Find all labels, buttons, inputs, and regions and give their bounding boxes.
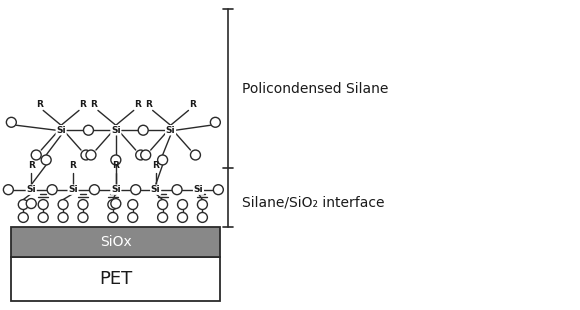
Circle shape (38, 212, 48, 222)
Text: Si: Si (111, 185, 121, 194)
Bar (12, 257, 220, 301)
Circle shape (213, 185, 223, 195)
Text: Si: Si (194, 185, 203, 194)
Text: Si: Si (151, 185, 161, 194)
Circle shape (128, 200, 137, 210)
Circle shape (197, 200, 208, 210)
Circle shape (111, 155, 121, 165)
Circle shape (47, 185, 57, 195)
Circle shape (58, 200, 68, 210)
Circle shape (158, 212, 168, 222)
Circle shape (31, 150, 41, 160)
Circle shape (138, 125, 148, 135)
Text: SiOx: SiOx (100, 235, 132, 249)
Circle shape (89, 185, 99, 195)
Text: R: R (145, 100, 152, 109)
Circle shape (128, 212, 137, 222)
Circle shape (86, 150, 96, 160)
Circle shape (177, 212, 187, 222)
Circle shape (111, 199, 121, 209)
Circle shape (41, 155, 51, 165)
Text: Policondensed Silane: Policondensed Silane (242, 82, 389, 95)
Circle shape (81, 150, 91, 160)
Circle shape (108, 212, 118, 222)
Text: R: R (90, 100, 97, 109)
Circle shape (38, 200, 48, 210)
Text: Silane/SiO₂ interface: Silane/SiO₂ interface (242, 196, 385, 210)
Circle shape (19, 200, 28, 210)
Circle shape (3, 185, 13, 195)
Circle shape (78, 200, 88, 210)
Circle shape (172, 185, 182, 195)
Circle shape (190, 150, 201, 160)
Circle shape (197, 212, 208, 222)
Bar (12, 227, 220, 257)
Text: Si: Si (166, 126, 175, 135)
Text: R: R (135, 100, 141, 109)
Text: PET: PET (99, 270, 132, 288)
Text: Si: Si (27, 185, 36, 194)
Text: Si: Si (68, 185, 78, 194)
Circle shape (130, 185, 141, 195)
Text: Si: Si (111, 126, 121, 135)
Circle shape (108, 200, 118, 210)
Text: R: R (189, 100, 196, 109)
Circle shape (141, 150, 151, 160)
Circle shape (211, 117, 220, 127)
Text: R: R (36, 100, 43, 109)
Circle shape (177, 200, 187, 210)
Text: R: R (113, 162, 119, 171)
Circle shape (158, 200, 168, 210)
Text: Si: Si (56, 126, 66, 135)
Text: R: R (70, 162, 77, 171)
Circle shape (158, 155, 168, 165)
Text: R: R (28, 162, 35, 171)
Circle shape (6, 117, 16, 127)
Circle shape (84, 125, 93, 135)
Text: R: R (152, 162, 159, 171)
Text: R: R (79, 100, 86, 109)
Circle shape (19, 212, 28, 222)
Circle shape (26, 199, 36, 209)
Circle shape (136, 150, 146, 160)
Circle shape (78, 212, 88, 222)
Circle shape (58, 212, 68, 222)
